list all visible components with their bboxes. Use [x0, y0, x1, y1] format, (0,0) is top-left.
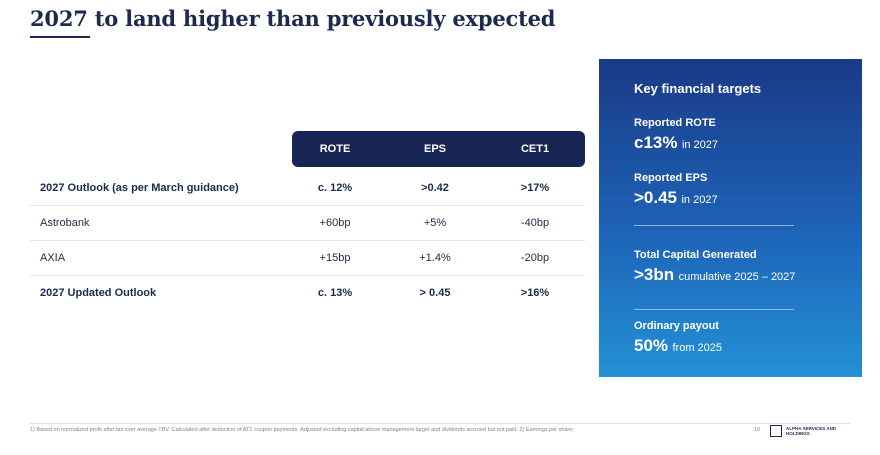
- target-value: 50%: [634, 336, 669, 355]
- target-value-row: 50% from 2025: [634, 336, 722, 356]
- page-title: 2027 to land higher than previously expe…: [30, 6, 556, 31]
- column-header-eps: EPS: [423, 143, 446, 155]
- cell-eps: >0.42: [421, 182, 449, 194]
- cell-eps: +1.4%: [419, 252, 451, 264]
- cell-cet1: >17%: [520, 182, 550, 194]
- row-label: AXIA: [40, 252, 66, 264]
- title-underline: [30, 36, 90, 38]
- target-label: Ordinary payout: [634, 320, 719, 332]
- column-header-rote: ROTE: [319, 143, 351, 155]
- target-suffix: in 2027: [681, 139, 719, 151]
- column-header-cet1: CET1: [520, 143, 550, 155]
- target-label: Reported ROTE: [634, 117, 716, 129]
- target-label: Reported EPS: [634, 172, 708, 184]
- page-number: 10: [754, 427, 761, 433]
- panel-title: Key financial targets: [634, 81, 762, 96]
- company-logo-icon: [770, 425, 782, 437]
- target-value-row: c13% in 2027: [634, 133, 718, 153]
- footer-divider: [30, 423, 850, 424]
- target-value: >3bn: [634, 265, 675, 284]
- table-row: AXIA +15bp +1.4% -20bp: [30, 241, 585, 276]
- row-label: Astrobank: [40, 217, 90, 229]
- key-targets-panel: Key financial targets Reported ROTE c13%…: [599, 59, 862, 377]
- cell-cet1: >16%: [520, 287, 550, 299]
- panel-divider: [634, 309, 794, 310]
- target-label: Total Capital Generated: [634, 249, 757, 261]
- table-header-bar: [292, 131, 585, 167]
- cell-cet1: -20bp: [520, 252, 550, 264]
- footnote: 1) Based on normalized profit after tax …: [30, 427, 574, 433]
- cell-eps: > 0.45: [419, 287, 451, 299]
- cell-rote: c. 12%: [317, 182, 353, 194]
- company-logo-text: ALPHA SERVICES AND HOLDINGS: [786, 426, 837, 436]
- cell-eps: +5%: [423, 217, 447, 229]
- row-label: 2027 Outlook (as per March guidance): [40, 182, 239, 194]
- target-value-row: >0.45 in 2027: [634, 188, 718, 208]
- target-value: c13%: [634, 133, 678, 152]
- target-suffix: from 2025: [672, 342, 723, 354]
- table-row: 2027 Outlook (as per March guidance) c. …: [30, 171, 585, 206]
- cell-rote: c. 13%: [317, 287, 353, 299]
- cell-rote: +60bp: [319, 217, 351, 229]
- panel-divider: [634, 225, 794, 226]
- target-suffix: cumulative 2025 – 2027: [678, 271, 796, 283]
- target-value: >0.45: [634, 188, 678, 207]
- table-row: Astrobank +60bp +5% -40bp: [30, 206, 585, 241]
- cell-rote: +15bp: [319, 252, 351, 264]
- table-row: 2027 Updated Outlook c. 13% > 0.45 >16%: [30, 276, 585, 310]
- cell-cet1: -40bp: [520, 217, 550, 229]
- target-value-row: >3bn cumulative 2025 – 2027: [634, 265, 795, 285]
- target-suffix: in 2027: [681, 194, 718, 206]
- row-label: 2027 Updated Outlook: [40, 287, 157, 299]
